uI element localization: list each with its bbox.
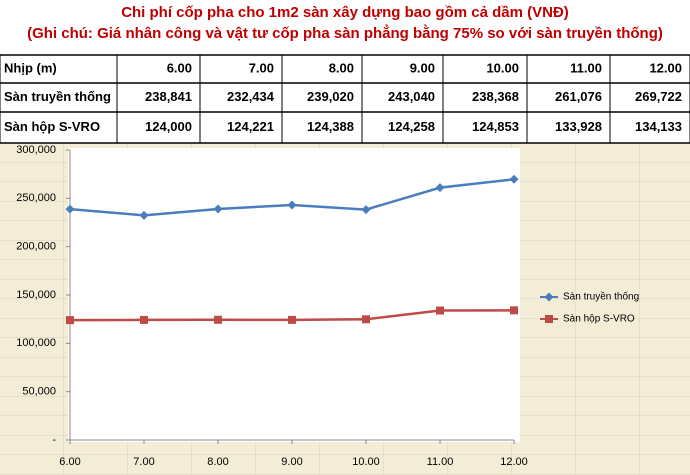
- cell: 238,841: [145, 89, 192, 104]
- y-tick-label: 150,000: [16, 289, 56, 301]
- cell: 124,853: [472, 119, 519, 134]
- x-tick-label: 11.00: [427, 456, 454, 468]
- cell: 232,434: [227, 89, 275, 104]
- plot-area: [68, 148, 520, 442]
- cell: 239,020: [307, 89, 354, 104]
- cell: 124,388: [307, 119, 354, 134]
- cell: 9.00: [410, 60, 435, 75]
- chart: - 50,000 100,000 150,000 200,000 250,000 300,0…: [16, 144, 639, 468]
- cell: 134,133: [635, 119, 682, 134]
- marker: [361, 205, 371, 215]
- y-tick-label: 200,000: [16, 241, 56, 253]
- cell: 124,221: [227, 119, 274, 134]
- cell: 243,040: [388, 89, 435, 104]
- y-tick-label: 300,000: [16, 144, 56, 156]
- marker: [436, 306, 444, 315]
- cell: 7.00: [249, 60, 274, 75]
- row-label: Sàn truyền thống: [4, 89, 111, 104]
- x-tick-label: 10.00: [352, 456, 380, 468]
- subtitle: (Ghi chú: Giá nhân công và vật tư cốp ph…: [27, 24, 663, 42]
- marker: [65, 204, 75, 214]
- row-label: Sàn hộp S-VRO: [4, 119, 100, 134]
- marker: [362, 315, 370, 324]
- marker: [66, 316, 74, 325]
- marker: [140, 315, 148, 324]
- cell: 10.00: [486, 60, 519, 75]
- marker: [509, 174, 519, 184]
- cell: 261,076: [555, 89, 602, 104]
- legend-label: Sàn truyền thống: [563, 291, 639, 303]
- cell: 238,368: [472, 89, 519, 104]
- marker: [214, 315, 222, 324]
- marker: [435, 183, 445, 193]
- cell: 8.00: [329, 60, 354, 75]
- x-tick-label: 8.00: [207, 456, 228, 468]
- marker: [288, 315, 296, 324]
- title: Chi phí cốp pha cho 1m2 sàn xây dựng bao…: [121, 4, 569, 21]
- cell: 6.00: [167, 60, 192, 75]
- marker: [510, 306, 518, 315]
- cell: 269,722: [635, 89, 682, 104]
- cell: 12.00: [649, 60, 682, 75]
- y-tick-label: 250,000: [16, 192, 56, 204]
- cell: 124,000: [145, 119, 192, 134]
- marker: [544, 292, 554, 302]
- marker: [139, 210, 149, 220]
- legend-label: Sàn hộp S-VRO: [563, 314, 635, 325]
- cell: 133,928: [555, 119, 602, 134]
- cell: 124,258: [388, 119, 435, 134]
- y-tick-label: 100,000: [16, 337, 56, 349]
- marker: [545, 315, 553, 323]
- marker: [287, 200, 297, 210]
- marker: [213, 204, 223, 214]
- y-tick-label: -: [52, 434, 56, 446]
- table: Nhịp (m) 6.00 7.00 8.00 9.00 10.00 11.00 12.00 S…: [0, 54, 690, 144]
- x-tick-label: 12.00: [500, 456, 528, 468]
- x-tick-label: 9.00: [281, 456, 302, 468]
- y-tick-label: 50,000: [22, 386, 56, 398]
- cell: 11.00: [570, 60, 602, 75]
- row-label: Nhịp (m): [4, 60, 57, 75]
- x-tick-label: 7.00: [133, 456, 154, 468]
- x-tick-label: 6.00: [59, 456, 80, 468]
